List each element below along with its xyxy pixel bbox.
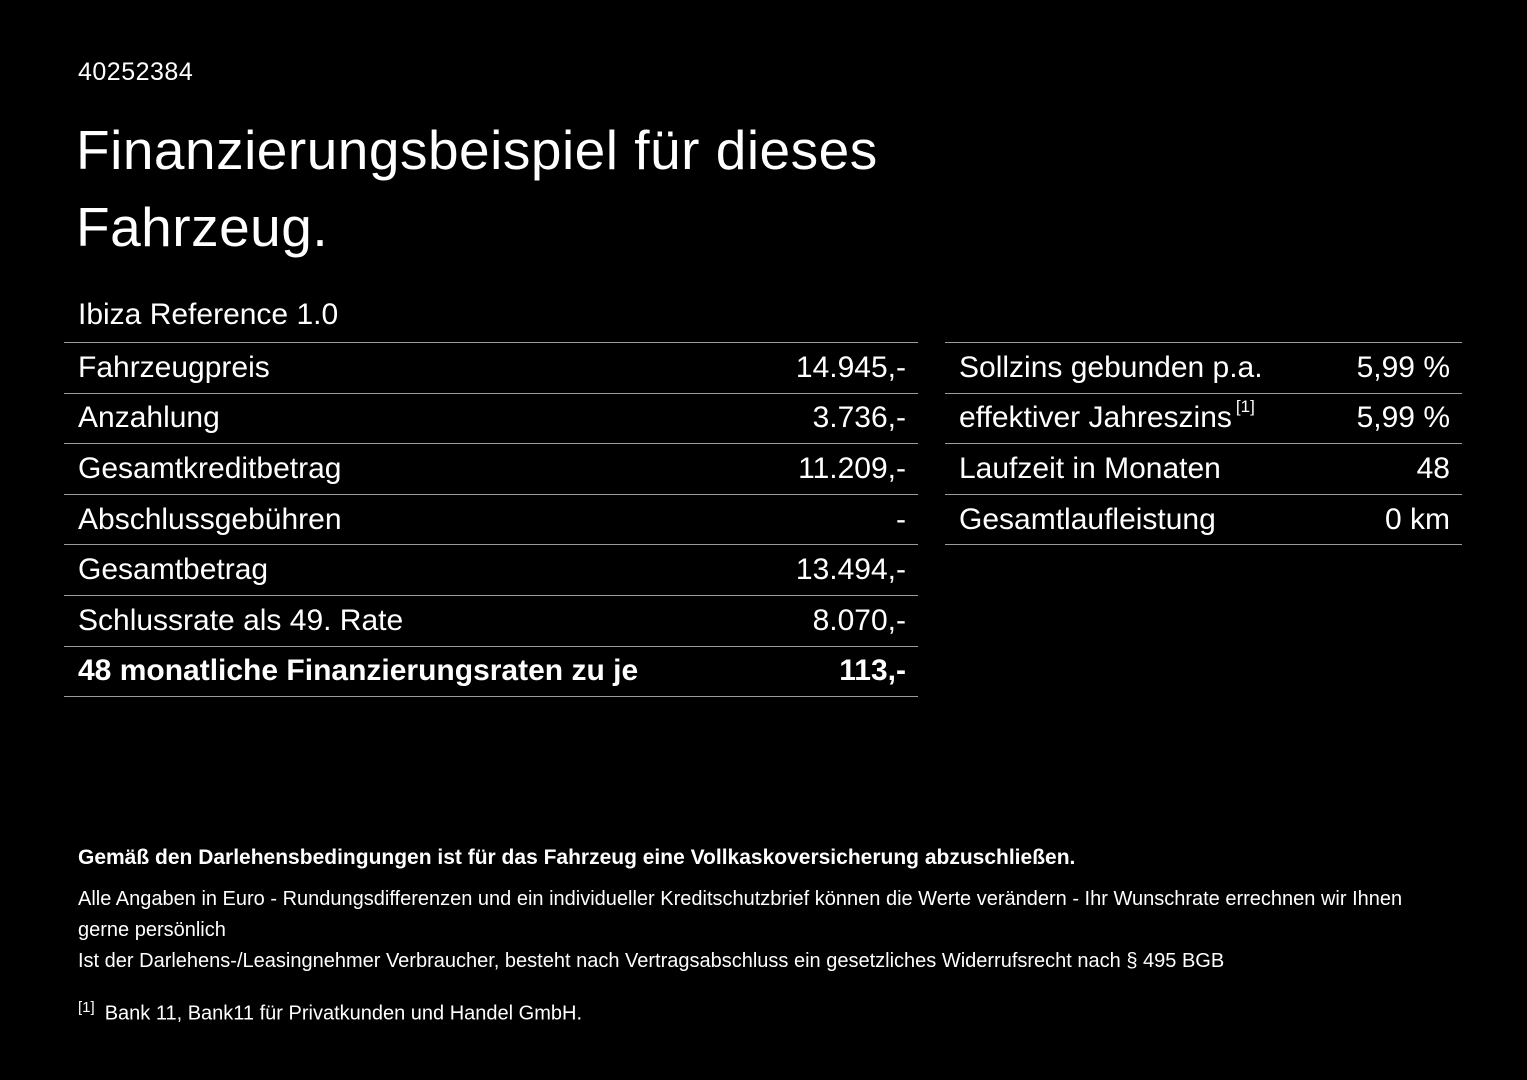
row-value: 113,- — [839, 654, 906, 688]
row-value: 11.209,- — [798, 451, 906, 485]
row-label: Gesamtlaufleistung — [959, 502, 1216, 536]
table-row-gesamtkreditbetrag: Gesamtkreditbetrag 11.209,- — [64, 443, 918, 494]
table-row-sollzins: Sollzins gebunden p.a. 5,99 % — [945, 342, 1462, 393]
row-label: Anzahlung — [78, 401, 220, 435]
table-row-gesamtbetrag: Gesamtbetrag 13.494,- — [64, 544, 918, 595]
footnote: [1] Bank 11, Bank11 für Privatkunden und … — [78, 999, 1448, 1026]
row-value: - — [896, 502, 906, 536]
table-row-effektiver-jahreszins: effektiver Jahreszins [1] 5,99 % — [945, 392, 1462, 444]
page-title: Finanzierungsbeispiel für dieses Fahrzeug… — [76, 112, 878, 266]
footnote-marker: [1] — [78, 999, 95, 1016]
row-value: 0 km — [1384, 502, 1450, 536]
page-title-line1: Finanzierungsbeispiel für dieses — [76, 119, 878, 181]
row-value: 48 — [1416, 451, 1450, 485]
footnote-ref: [1] — [1235, 397, 1255, 417]
table-row-schlussrate: Schlussrate als 49. Rate 8.070,- — [64, 594, 918, 646]
row-label: 48 monatliche Finanzierungsraten zu je — [78, 654, 639, 688]
row-label: Sollzins gebunden p.a. — [959, 350, 1263, 384]
row-label: effektiver Jahreszins [1] — [959, 397, 1255, 435]
row-value: 13.494,- — [795, 553, 906, 587]
row-label: Gesamtbetrag — [78, 553, 269, 587]
table-row-monatsrate: 48 monatliche Finanzierungsraten zu je 1… — [64, 645, 918, 697]
table-row-laufzeit: Laufzeit in Monaten 48 — [945, 443, 1462, 494]
row-label: Gesamtkreditbetrag — [78, 451, 342, 485]
row-label: Laufzeit in Monaten — [959, 451, 1221, 485]
table-row-gesamtlaufleistung: Gesamtlaufleistung 0 km — [945, 493, 1462, 545]
row-value: 8.070,- — [812, 603, 906, 637]
table-row-anzahlung: Anzahlung 3.736,- — [64, 392, 918, 444]
financing-table-right: Sollzins gebunden p.a. 5,99 % effektiver… — [945, 342, 1462, 546]
row-label: Schlussrate als 49. Rate — [78, 603, 404, 637]
page-title-line2: Fahrzeug. — [76, 196, 329, 258]
row-value: 3.736,- — [812, 401, 906, 435]
row-value: 5,99 % — [1356, 401, 1450, 435]
disclaimer-line1: Alle Angaben in Euro - Rundungsdifferenz… — [78, 888, 1403, 941]
document-id: 40252384 — [78, 58, 194, 86]
row-label: Fahrzeugpreis — [78, 350, 270, 384]
table-row-abschlussgebuehren: Abschlussgebühren - — [64, 493, 918, 545]
vehicle-name: Ibiza Reference 1.0 — [78, 298, 339, 331]
financing-table-left: Fahrzeugpreis 14.945,- Anzahlung 3.736,-… — [64, 342, 918, 698]
footer-notes: Gemäß den Darlehensbedingungen ist für d… — [78, 846, 1448, 1026]
row-label: Abschlussgebühren — [78, 502, 342, 536]
disclaimer-line2: Ist der Darlehens-/Leasingnehmer Verbrau… — [78, 950, 1225, 972]
row-value: 5,99 % — [1356, 350, 1450, 384]
footnote-text: Bank 11, Bank11 für Privatkunden und Han… — [104, 1002, 583, 1025]
row-label-text: effektiver Jahreszins — [959, 401, 1232, 435]
row-value: 14.945,- — [795, 350, 906, 384]
table-row-fahrzeugpreis: Fahrzeugpreis 14.945,- — [64, 342, 918, 393]
insurance-note: Gemäß den Darlehensbedingungen ist für d… — [78, 846, 1076, 869]
